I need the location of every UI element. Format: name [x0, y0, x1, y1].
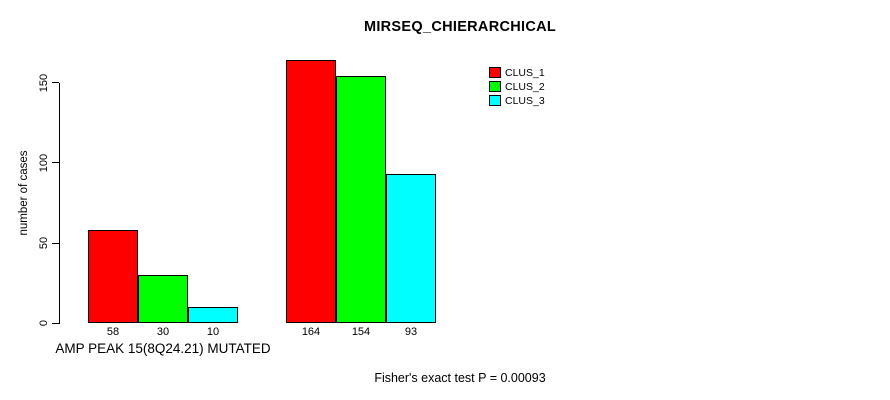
bar-value-label-clus_2-group2: 154: [351, 326, 371, 338]
bar-clus_1-group1: [88, 230, 138, 324]
y-tick-0: [52, 322, 59, 324]
chart-title: MIRSEQ_CHIERARCHICAL: [363, 19, 557, 35]
legend-swatch-clus_3: [489, 95, 501, 106]
fisher-test-annotation: Fisher's exact test P = 0.00093: [374, 371, 546, 385]
legend-swatch-clus_1: [489, 67, 501, 78]
bar-value-label-clus_2-group1: 30: [156, 326, 170, 338]
y-tick-label-0: 0: [38, 320, 50, 327]
legend-swatch-clus_2: [489, 81, 501, 92]
legend-label-clus_2: CLUS_2: [505, 81, 545, 93]
y-tick-label-50: 50: [38, 236, 50, 250]
bar-value-label-clus_1-group1: 58: [106, 326, 120, 338]
legend-label-clus_3: CLUS_3: [505, 95, 545, 107]
y-tick-100: [52, 162, 59, 164]
y-tick-label-150: 150: [38, 73, 50, 92]
bar-clus_3-group2: [386, 174, 436, 324]
y-tick-label-100: 100: [38, 153, 50, 173]
bar-value-label-clus_3-group1: 10: [206, 326, 220, 338]
bar-clus_1-group2: [286, 60, 336, 324]
y-tick-50: [52, 242, 59, 244]
x-axis-group-label: AMP PEAK 15(8Q24.21) MUTATED: [55, 341, 271, 356]
legend-label-clus_1: CLUS_1: [505, 67, 545, 79]
bar-value-label-clus_3-group2: 93: [404, 326, 418, 338]
bar-value-label-clus_1-group2: 164: [301, 326, 321, 338]
bar-clus_2-group2: [336, 76, 386, 324]
bar-clus_2-group1: [138, 275, 188, 324]
y-axis: [59, 82, 60, 324]
bar-clus_3-group1: [188, 307, 238, 324]
y-axis-label: number of cases: [18, 150, 30, 236]
y-tick-150: [52, 82, 59, 84]
